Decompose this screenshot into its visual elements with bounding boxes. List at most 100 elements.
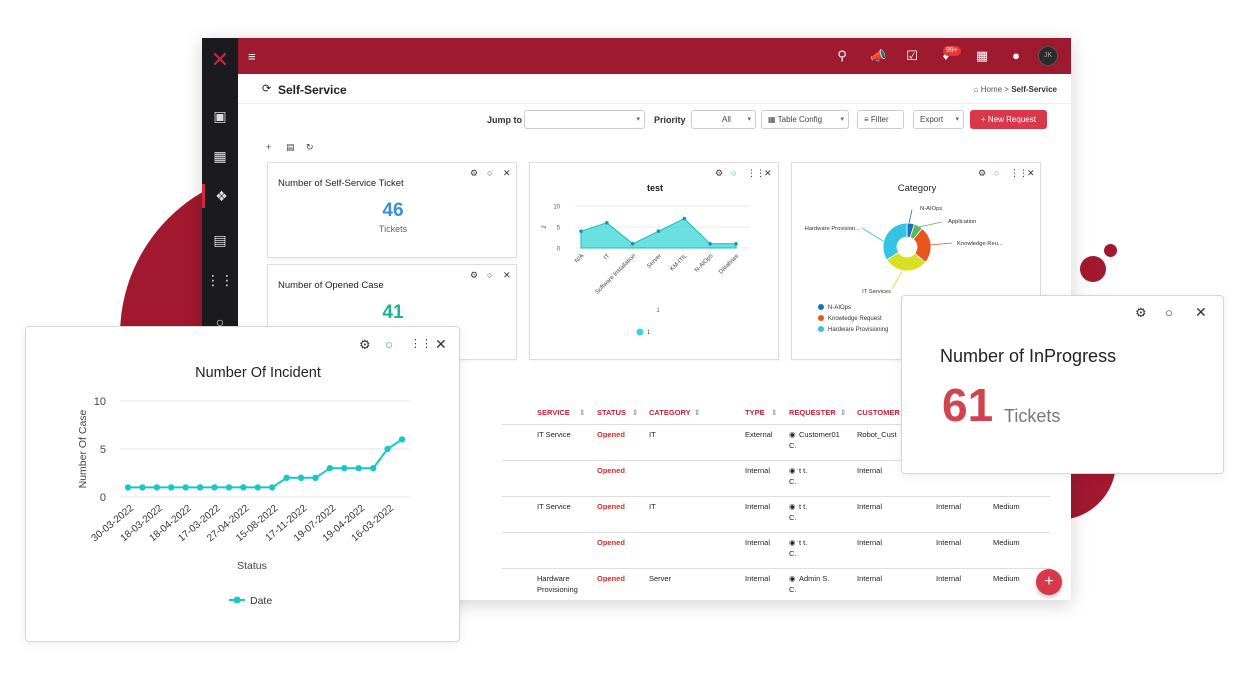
col-header-customer[interactable]: CUSTOMER (857, 408, 900, 417)
sort-icon[interactable]: ⇕ (771, 408, 778, 417)
gear-icon[interactable]: ⚙ (715, 168, 724, 178)
x-tick-label: KM-ITIL (669, 253, 689, 273)
close-icon[interactable]: ✕ (503, 270, 511, 280)
col-header-status[interactable]: STATUS (597, 408, 626, 417)
add-fab-button[interactable]: + (1036, 569, 1062, 595)
add-icon[interactable]: + (266, 142, 272, 152)
table-cell-status: Opened (597, 430, 625, 439)
in-progress-title: Number of InProgress (940, 346, 1117, 366)
y-tick-label: 10 (94, 396, 106, 408)
close-icon[interactable]: ✕ (435, 336, 447, 352)
expand-icon[interactable]: ⋮⋮ (747, 168, 765, 178)
data-point (398, 436, 406, 443)
hamburger-menu-icon[interactable]: ≡ (248, 49, 256, 64)
slice-label: Application (948, 219, 976, 225)
calendar-icon[interactable]: ▦ (975, 48, 989, 63)
gear-icon[interactable]: ⚙ (470, 270, 479, 280)
breadcrumb-home[interactable]: Home > (980, 85, 1009, 94)
widget-unit: Tickets (378, 224, 408, 234)
sidebar-apps-grid-icon[interactable]: ⋮⋮ (206, 272, 234, 288)
save-icon[interactable]: ▤ (286, 142, 295, 152)
data-point (240, 484, 247, 491)
widget-self-service-tickets: ⚙ ○ ✕ Number of Self-Service Ticket 46 T… (267, 162, 517, 258)
sidebar-lightbulb-icon[interactable]: ○ (215, 314, 225, 330)
table-cell-service: IT Service (537, 502, 571, 511)
in-progress-card: ⚙ ○ ✕ Number of InProgress 61 Tickets (901, 295, 1224, 474)
table-cell-priority: Medium (993, 502, 1020, 511)
slice-label: IT Services (862, 289, 891, 295)
refresh-icon[interactable]: ○ (487, 270, 493, 280)
gear-icon[interactable]: ⚙ (470, 168, 479, 178)
sort-icon[interactable]: ⇕ (840, 408, 847, 417)
sidebar-inbox-icon[interactable]: ▣ (213, 108, 227, 124)
task-check-icon[interactable]: ☑ (906, 48, 918, 63)
export-button[interactable]: Export ▾ (913, 110, 964, 129)
table-cell-priority: Medium (993, 574, 1020, 583)
table-cell-priority: Medium (993, 538, 1020, 547)
gear-icon[interactable]: ⚙ (978, 168, 987, 178)
data-point (656, 229, 661, 233)
close-icon[interactable]: ✕ (1195, 304, 1207, 320)
slice-label: Hardware Provision... (805, 226, 861, 232)
refresh-icon[interactable]: ○ (1165, 305, 1173, 320)
gear-icon[interactable]: ⚙ (359, 337, 371, 352)
page-header: ⟳ Self-Service ⌂ Home > Self-Service (238, 74, 1071, 104)
sort-icon[interactable]: ⇕ (694, 408, 701, 417)
x-tick-label: Software Installation (595, 253, 637, 295)
new-request-button[interactable]: + New Request (970, 110, 1047, 129)
table-config-label: Table Config (777, 115, 823, 124)
col-header-service[interactable]: SERVICE (537, 408, 570, 417)
home-icon: ⌂ (973, 85, 981, 94)
data-point (269, 484, 276, 491)
data-point (297, 474, 305, 481)
refresh-icon[interactable]: ○ (731, 168, 737, 178)
table-cell-requester: t t. (799, 538, 808, 547)
close-icon[interactable]: ✕ (764, 168, 772, 178)
x-tick-label: Database (718, 253, 741, 276)
close-icon[interactable]: ✕ (1027, 168, 1035, 178)
refresh-icon[interactable]: ○ (385, 337, 393, 352)
microphone-icon[interactable]: ● (1012, 48, 1020, 63)
table-cell-service: IT Service (537, 430, 571, 439)
y-tick-label: 5 (557, 226, 561, 232)
data-point (211, 484, 218, 491)
row-divider (502, 496, 1050, 497)
x-axis-label: 1 (656, 308, 660, 314)
filter-button[interactable]: ≡ Filter (857, 110, 904, 129)
refresh-icon[interactable]: ○ (994, 168, 1000, 178)
close-icon[interactable]: ✕ (503, 168, 511, 178)
table-config-button[interactable]: ▦ Table Config ▾ (761, 110, 849, 129)
expand-icon[interactable]: ⋮⋮ (1010, 168, 1028, 178)
widget-test-chart: ⚙ ○ ⋮⋮ ✕ test 0 5 10 2 N/A IT Software Installa… (529, 162, 779, 360)
notification-badge: 99+ (943, 46, 961, 56)
search-icon[interactable]: ⚲ (837, 48, 847, 63)
table-cell-type: Internal (745, 502, 771, 511)
sort-icon[interactable]: ⇕ (632, 408, 639, 417)
jump-to-select[interactable]: ▾ (524, 110, 645, 129)
reset-icon[interactable]: ↻ (306, 142, 314, 152)
col-header-requester[interactable]: REQUESTER (789, 408, 836, 417)
sidebar-document-icon[interactable]: ▤ (213, 232, 227, 248)
x-axis-label: Status (237, 560, 267, 572)
expand-icon[interactable]: ⋮⋮ (410, 338, 432, 350)
sidebar-dashboard-icon[interactable]: ▦ (213, 148, 227, 164)
priority-select[interactable]: All ▾ (691, 110, 756, 129)
sort-icon[interactable]: ⇕ (579, 408, 586, 417)
table-cell-customer: Internal (857, 574, 883, 583)
y-tick-label: 10 (553, 205, 560, 211)
user-avatar[interactable]: JK (1038, 46, 1058, 66)
table-cell-account-type: Internal (936, 574, 962, 583)
megaphone-icon[interactable]: 📣 (870, 48, 887, 63)
col-header-type[interactable]: TYPE (745, 408, 765, 417)
gear-icon[interactable]: ⚙ (1135, 305, 1147, 320)
user-icon: ◉ (789, 430, 796, 439)
refresh-icon[interactable]: ○ (487, 168, 493, 178)
y-axis-label: Number Of Case (77, 409, 89, 488)
col-header-category[interactable]: CATEGORY (649, 408, 691, 417)
sidebar-ticket-icon[interactable]: ❖ (202, 184, 238, 208)
table-cell-status: Opened (597, 466, 625, 475)
table-cell-customer: Internal (857, 538, 883, 547)
x-tick-label: N/A (574, 253, 585, 264)
legend-marker (818, 326, 824, 332)
